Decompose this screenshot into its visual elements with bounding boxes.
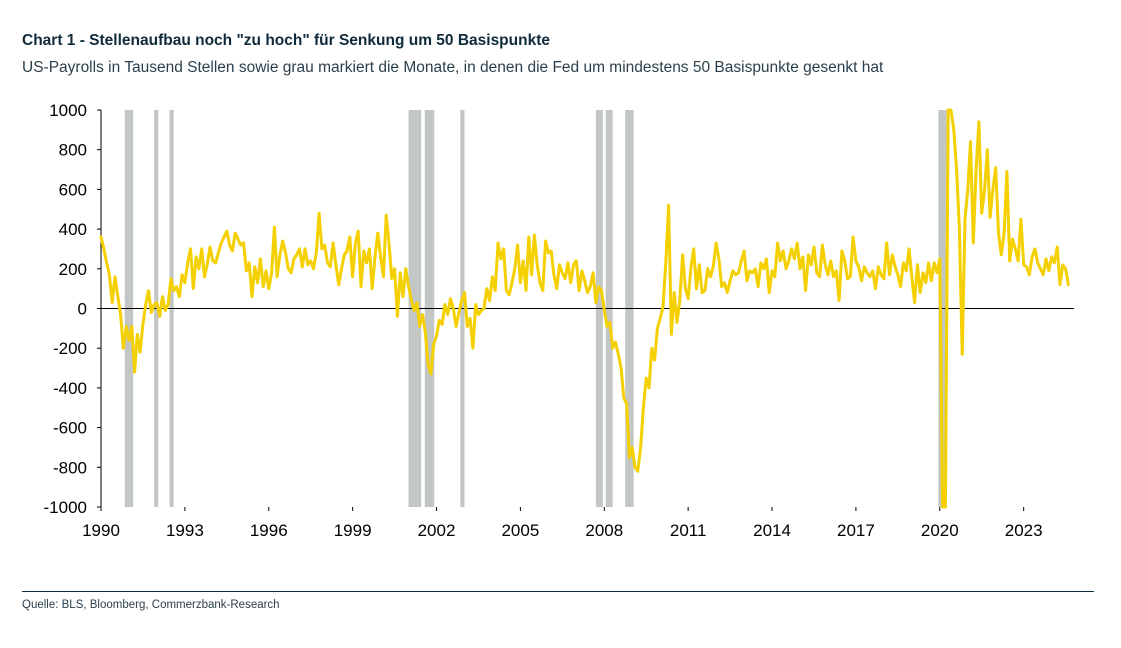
y-tick-label: 1000 xyxy=(49,101,87,120)
payrolls-chart: 1000 800 600 400 200 0 -200 -400 -600 -800 -1000 1… xyxy=(44,101,1074,540)
x-tick-label: 2023 xyxy=(1005,521,1043,540)
x-tick-label: 2014 xyxy=(753,521,791,540)
y-tick-label: 400 xyxy=(59,220,87,239)
x-tick-label: 1990 xyxy=(82,521,120,540)
y-tick-label: -400 xyxy=(53,379,87,398)
x-tick-label: 2005 xyxy=(501,521,539,540)
x-tick-label: 2011 xyxy=(670,521,707,540)
y-tick-label: 600 xyxy=(59,180,87,199)
x-tick-label: 2020 xyxy=(921,521,959,540)
x-tick-label: 2008 xyxy=(585,521,623,540)
source-divider xyxy=(22,591,1094,592)
x-tick-label: 2002 xyxy=(418,521,456,540)
y-tick-labels: 1000 800 600 400 200 0 -200 -400 -600 -800 -1000 xyxy=(44,101,87,517)
series-line-0 xyxy=(99,108,1070,509)
payrolls-series xyxy=(99,108,1070,509)
source-note: Quelle: BLS, Bloomberg, Commerzbank-Rese… xyxy=(22,599,280,611)
y-tick-label: 800 xyxy=(59,141,87,160)
y-tick-label: -200 xyxy=(53,339,87,358)
y-tick-label: -800 xyxy=(53,458,87,477)
y-tick-label: 0 xyxy=(78,300,87,319)
chart-subtitle: US-Payrolls in Tausend Stellen sowie gra… xyxy=(22,59,884,76)
x-tick-labels: 1990 1993 1996 1999 2002 2005 2008 2011 2014 2017… xyxy=(82,521,1043,540)
y-tick-label: -600 xyxy=(53,419,87,438)
axes xyxy=(97,109,1074,511)
chart-title: Chart 1 - Stellenaufbau noch "zu hoch" f… xyxy=(22,32,550,49)
x-tick-label: 1999 xyxy=(334,521,372,540)
y-tick-label: -1000 xyxy=(44,498,87,517)
x-tick-label: 1993 xyxy=(166,521,204,540)
x-tick-label: 2017 xyxy=(837,521,875,540)
y-tick-label: 200 xyxy=(59,260,87,279)
x-tick-label: 1996 xyxy=(250,521,288,540)
